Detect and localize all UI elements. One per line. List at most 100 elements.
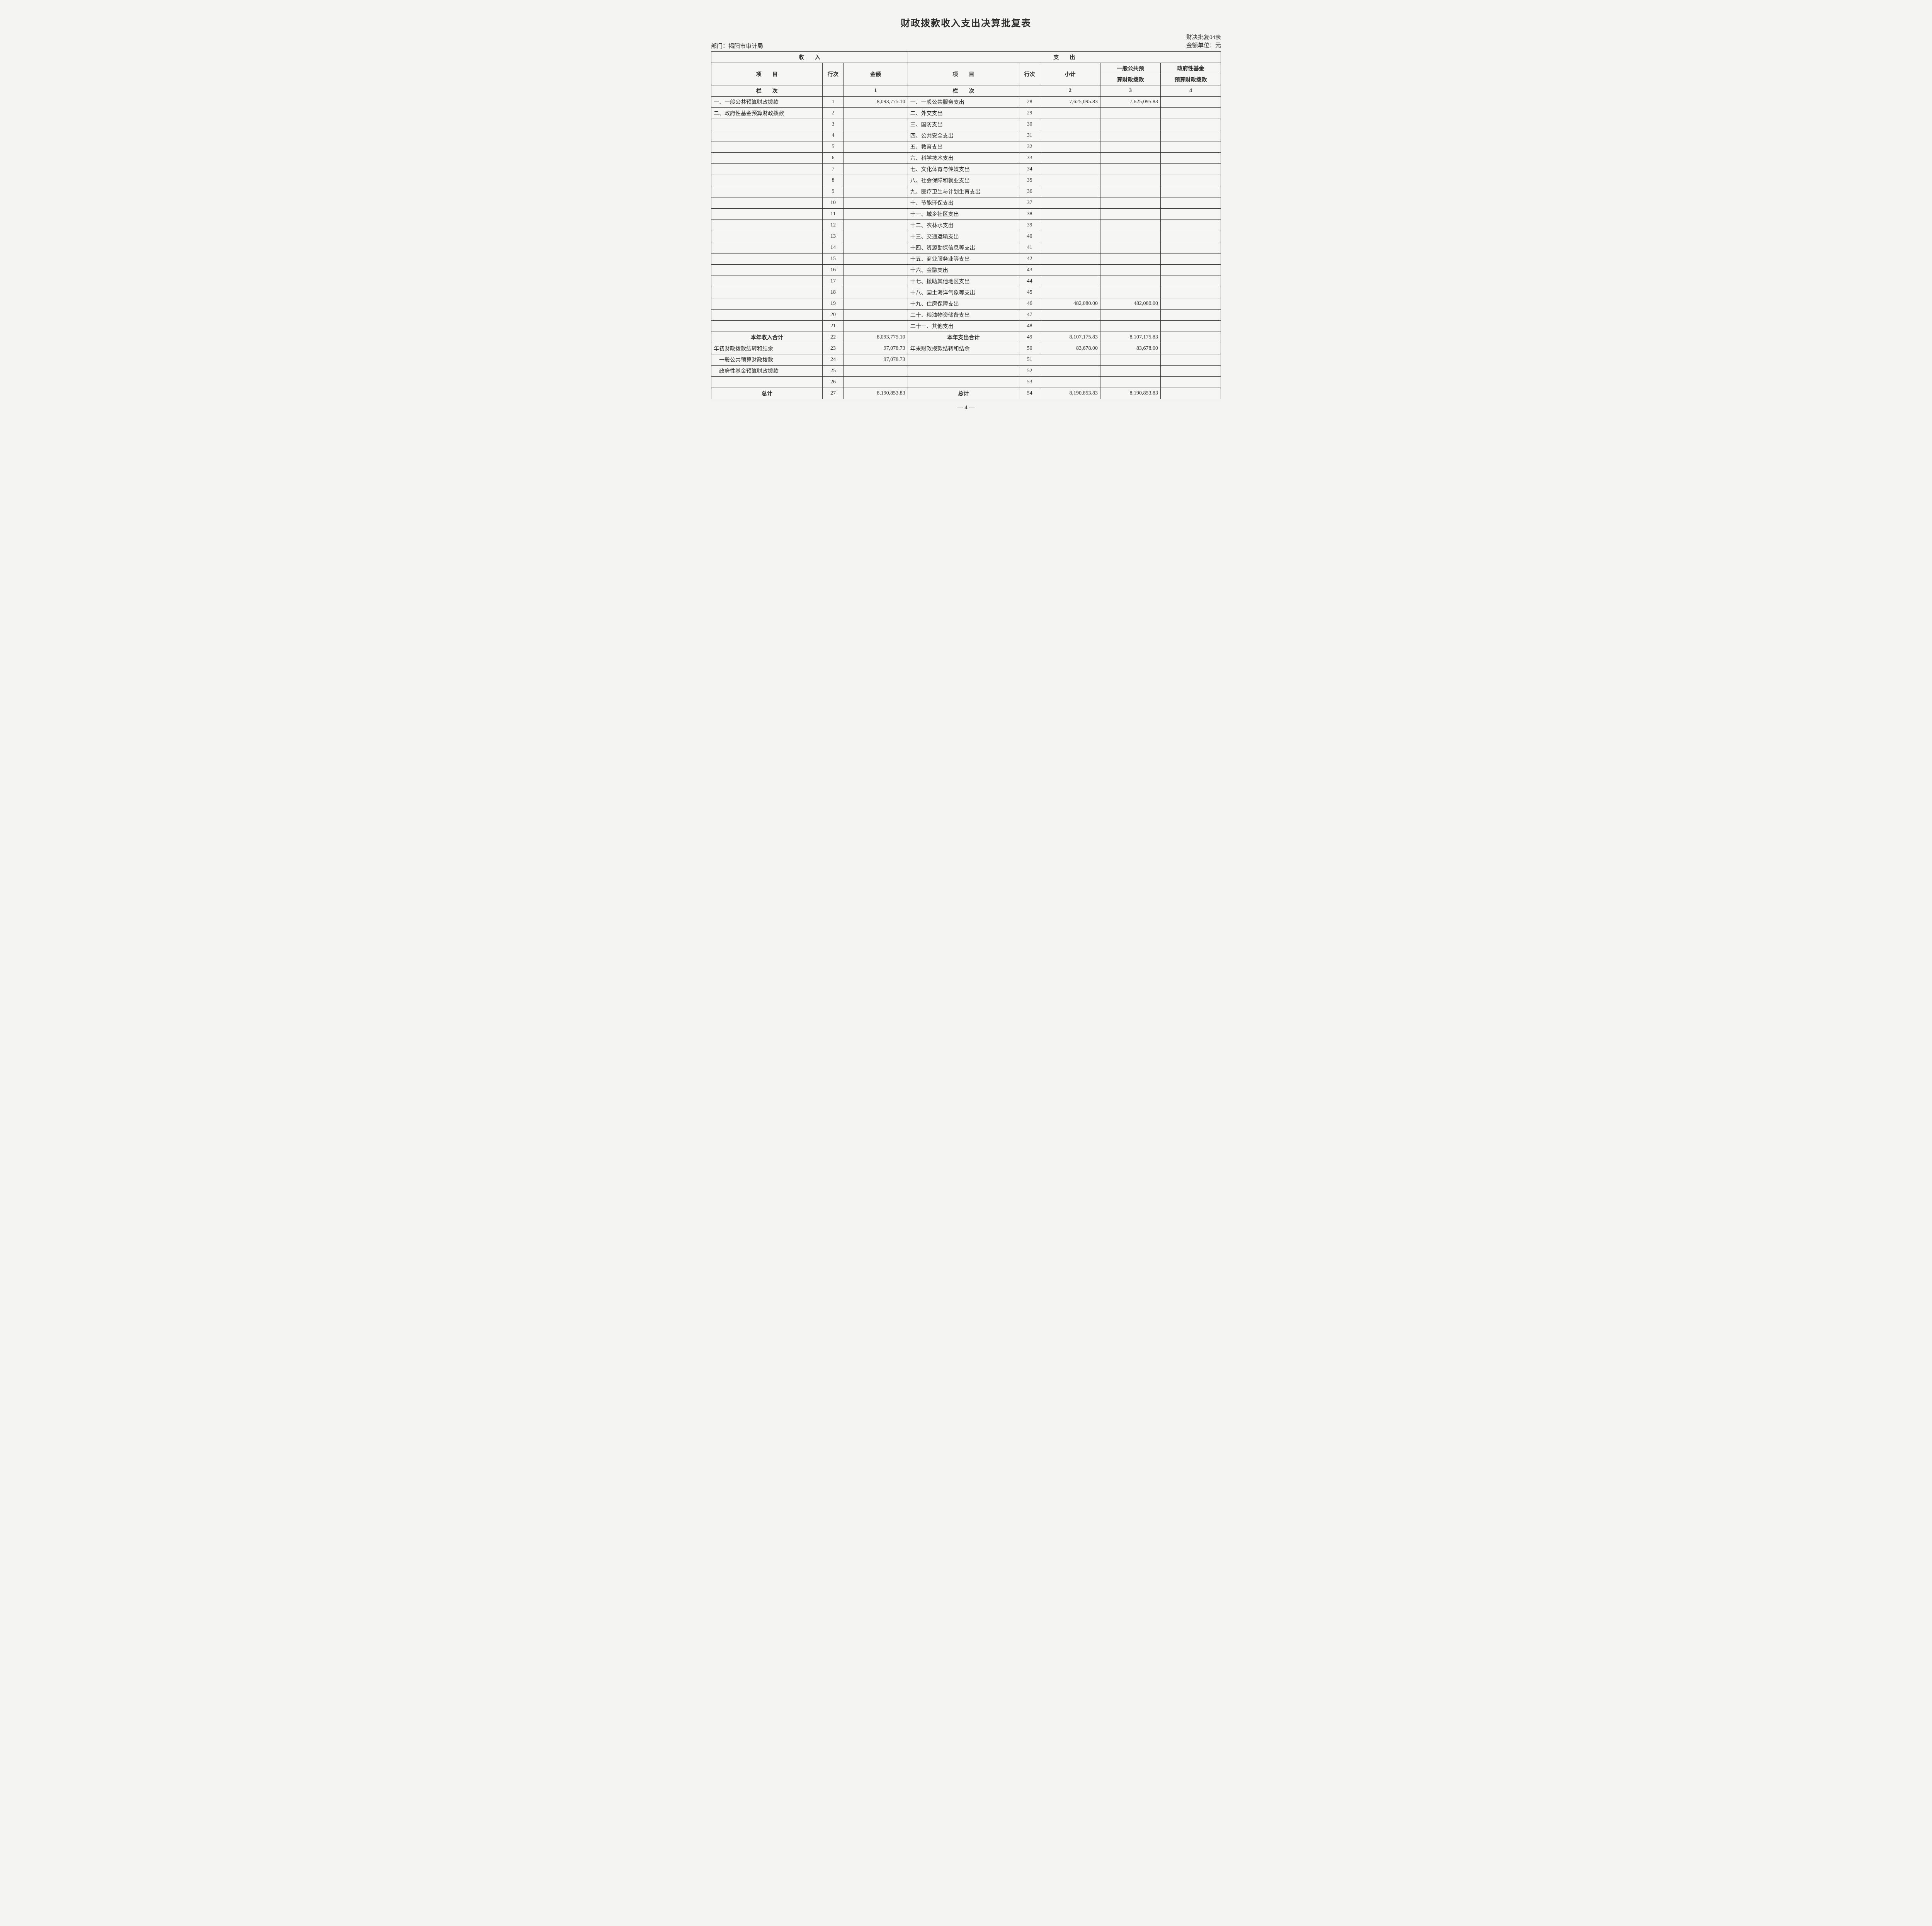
- cell-out-line: 51: [1019, 354, 1040, 366]
- cell-out-item: [908, 366, 1019, 377]
- cell-sub: [1040, 197, 1100, 209]
- cell-in-item: [711, 141, 823, 153]
- cell-in-amt: 97,078.73: [844, 354, 908, 366]
- cell-c4: [1160, 254, 1221, 265]
- cell-c3: [1100, 153, 1161, 164]
- cell-in-line: 17: [823, 276, 844, 287]
- cell-c3: [1100, 119, 1161, 130]
- cell-c4: [1160, 298, 1221, 310]
- lanci-2: 2: [1040, 85, 1100, 97]
- cell-c4: [1160, 388, 1221, 399]
- cell-in-amt: [844, 276, 908, 287]
- cell-sub: [1040, 164, 1100, 175]
- lanci-blank: [823, 85, 844, 97]
- cell-sub: [1040, 175, 1100, 186]
- budget-table: 收 入 支 出 项 目 行次 金额 项 目 行次 小计 一般公共预 政府性基金 …: [711, 51, 1221, 399]
- cell-in-amt: 8,190,853.83: [844, 388, 908, 399]
- cell-sub: [1040, 354, 1100, 366]
- header-item-out: 项 目: [908, 63, 1019, 85]
- header-amount: 金额: [844, 63, 908, 85]
- cell-in-line: 13: [823, 231, 844, 242]
- cell-in-item: 本年收入合计: [711, 332, 823, 343]
- cell-in-line: 11: [823, 209, 844, 220]
- cell-out-line: 44: [1019, 276, 1040, 287]
- cell-sub: 482,080.00: [1040, 298, 1100, 310]
- cell-out-line: 39: [1019, 220, 1040, 231]
- cell-c3: [1100, 141, 1161, 153]
- cell-out-line: 38: [1019, 209, 1040, 220]
- cell-c3: 8,107,175.83: [1100, 332, 1161, 343]
- cell-in-item: 总计: [711, 388, 823, 399]
- table-row: 2653: [711, 377, 1221, 388]
- cell-c4: [1160, 276, 1221, 287]
- cell-out-item: 二十一、其他支出: [908, 321, 1019, 332]
- cell-out-line: 48: [1019, 321, 1040, 332]
- cell-in-amt: [844, 119, 908, 130]
- table-row: 20二十、粮油物资储备支出47: [711, 310, 1221, 321]
- cell-c4: [1160, 130, 1221, 141]
- cell-out-item: 十六、金融支出: [908, 265, 1019, 276]
- cell-c4: [1160, 197, 1221, 209]
- cell-out-item: 十八、国土海洋气象等支出: [908, 287, 1019, 298]
- lanci-1: 1: [844, 85, 908, 97]
- cell-out-line: 53: [1019, 377, 1040, 388]
- cell-sub: 7,625,095.83: [1040, 97, 1100, 108]
- header-c3a: 一般公共预: [1100, 63, 1161, 74]
- cell-out-item: 本年支出合计: [908, 332, 1019, 343]
- cell-in-line: 1: [823, 97, 844, 108]
- table-row: 3三、国防支出30: [711, 119, 1221, 130]
- cell-out-line: 49: [1019, 332, 1040, 343]
- cell-out-line: 50: [1019, 343, 1040, 354]
- header-line-in: 行次: [823, 63, 844, 85]
- header-line-out: 行次: [1019, 63, 1040, 85]
- lanci-4: 4: [1160, 85, 1221, 97]
- cell-c4: [1160, 175, 1221, 186]
- cell-in-item: [711, 231, 823, 242]
- cell-in-line: 5: [823, 141, 844, 153]
- cell-out-item: 十九、住房保障支出: [908, 298, 1019, 310]
- document-page: 财政拨款收入支出决算批复表 部门：揭阳市审计局 财决批复04表 金额单位：元 收…: [711, 15, 1221, 411]
- cell-out-item: 四、公共安全支出: [908, 130, 1019, 141]
- cell-out-item: 十、节能环保支出: [908, 197, 1019, 209]
- cell-c3: [1100, 287, 1161, 298]
- cell-in-item: 一般公共预算财政拨款: [711, 354, 823, 366]
- cell-c3: 482,080.00: [1100, 298, 1161, 310]
- header-expense: 支 出: [908, 52, 1221, 63]
- lanci-3: 3: [1100, 85, 1161, 97]
- lanci-blank: [1019, 85, 1040, 97]
- cell-out-line: 41: [1019, 242, 1040, 254]
- table-row: 15十五、商业服务业等支出42: [711, 254, 1221, 265]
- cell-out-line: 43: [1019, 265, 1040, 276]
- dept-name: 揭阳市审计局: [728, 43, 763, 49]
- cell-out-item: 十二、农林水支出: [908, 220, 1019, 231]
- cell-in-item: [711, 377, 823, 388]
- header-c3b: 算财政拨款: [1100, 74, 1161, 85]
- cell-c4: [1160, 164, 1221, 175]
- cell-c4: [1160, 354, 1221, 366]
- table-row: 21二十一、其他支出48: [711, 321, 1221, 332]
- table-row: 17 十七、援助其他地区支出44: [711, 276, 1221, 287]
- cell-c3: [1100, 254, 1161, 265]
- cell-c4: [1160, 119, 1221, 130]
- cell-c3: [1100, 377, 1161, 388]
- cell-sub: [1040, 108, 1100, 119]
- table-row: 二、政府性基金预算财政拨款2二、外交支出29: [711, 108, 1221, 119]
- table-row: 16十六、金融支出43: [711, 265, 1221, 276]
- table-row: 10十、节能环保支出37: [711, 197, 1221, 209]
- cell-in-item: 一、一般公共预算财政拨款: [711, 97, 823, 108]
- cell-in-amt: [844, 254, 908, 265]
- cell-c4: [1160, 186, 1221, 197]
- cell-c3: [1100, 366, 1161, 377]
- cell-out-item: 十三、交通运输支出: [908, 231, 1019, 242]
- cell-c3: [1100, 220, 1161, 231]
- cell-in-amt: [844, 287, 908, 298]
- lanci-out: 栏 次: [908, 85, 1019, 97]
- dept-block: 部门：揭阳市审计局: [711, 42, 763, 50]
- lanci-in: 栏 次: [711, 85, 823, 97]
- table-header-row: 项 目 行次 金额 项 目 行次 小计 一般公共预 政府性基金: [711, 63, 1221, 74]
- cell-out-item: 十七、援助其他地区支出: [908, 276, 1019, 287]
- cell-c3: [1100, 209, 1161, 220]
- cell-in-item: [711, 242, 823, 254]
- cell-in-line: 19: [823, 298, 844, 310]
- header-c4a: 政府性基金: [1160, 63, 1221, 74]
